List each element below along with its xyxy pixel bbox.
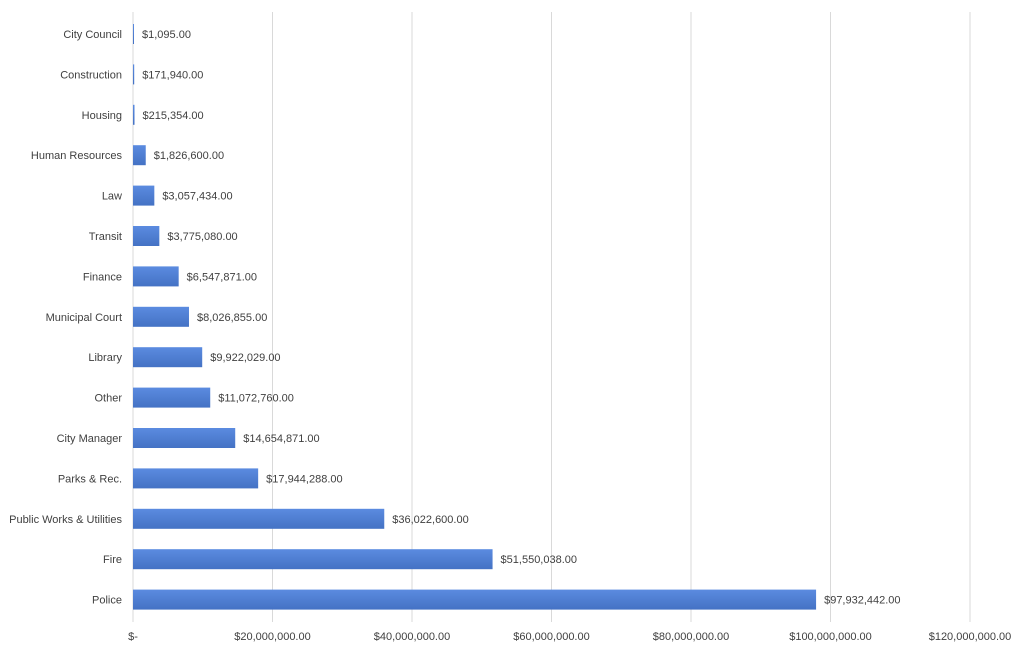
data-label: $8,026,855.00	[197, 312, 267, 324]
category-label: Fire	[103, 554, 122, 566]
data-labels: $1,095.00 $171,940.00 $215,354.00 $1,826,60…	[142, 29, 901, 607]
gridlines	[132, 12, 971, 622]
x-tick-label: $40,000,000.00	[374, 631, 450, 643]
data-label: $6,547,871.00	[187, 271, 257, 283]
bar	[133, 104, 135, 125]
data-label: $215,354.00	[143, 110, 204, 122]
data-label: $171,940.00	[142, 69, 203, 81]
data-label: $1,826,600.00	[154, 150, 224, 162]
data-label: $1,095.00	[142, 29, 191, 41]
x-tick-label: $100,000,000.00	[789, 631, 872, 643]
category-label: Construction	[60, 69, 122, 81]
category-labels: City Council Construction Housing Human Res…	[9, 29, 122, 607]
data-label: $3,775,080.00	[167, 231, 237, 243]
bar	[133, 24, 134, 44]
category-label: Other	[94, 393, 122, 405]
bar	[133, 64, 135, 85]
category-label: Finance	[83, 271, 122, 283]
category-label: Municipal Court	[46, 312, 122, 324]
x-tick-label: $20,000,000.00	[234, 631, 310, 643]
bar	[133, 549, 493, 570]
category-label: City Manager	[57, 433, 123, 445]
x-tick-label: $120,000,000.00	[929, 631, 1012, 643]
category-label: Human Resources	[31, 150, 123, 162]
bar	[133, 306, 189, 327]
data-label: $3,057,434.00	[162, 191, 232, 203]
x-tick-label: $60,000,000.00	[513, 631, 589, 643]
data-label: $17,944,288.00	[266, 473, 342, 485]
bar	[133, 387, 211, 408]
x-axis-tick-labels: $- $20,000,000.00 $40,000,000.00 $60,000,00…	[128, 631, 1011, 643]
data-label: $51,550,038.00	[501, 554, 577, 566]
bar	[133, 226, 160, 246]
bar	[133, 347, 203, 368]
bar	[133, 508, 385, 529]
bar	[133, 185, 155, 206]
data-label: $11,072,760.00	[218, 393, 294, 405]
data-label: $9,922,029.00	[210, 352, 280, 364]
bar	[133, 468, 259, 489]
data-label: $97,932,442.00	[824, 595, 900, 607]
category-label: Police	[92, 595, 122, 607]
x-tick-label: $-	[128, 631, 138, 643]
category-label: Law	[102, 191, 122, 203]
data-label: $14,654,871.00	[243, 433, 319, 445]
category-label: Public Works & Utilities	[9, 514, 122, 526]
bar	[133, 266, 179, 287]
category-label: Parks & Rec.	[58, 473, 122, 485]
category-label: City Council	[63, 29, 122, 41]
data-label: $36,022,600.00	[392, 514, 468, 526]
bars	[133, 24, 817, 610]
x-tick-label: $80,000,000.00	[653, 631, 729, 643]
bar	[133, 428, 236, 448]
bar	[133, 145, 146, 166]
category-label: Library	[88, 352, 122, 364]
category-label: Transit	[89, 231, 122, 243]
bar	[133, 589, 817, 610]
category-label: Housing	[82, 110, 122, 122]
